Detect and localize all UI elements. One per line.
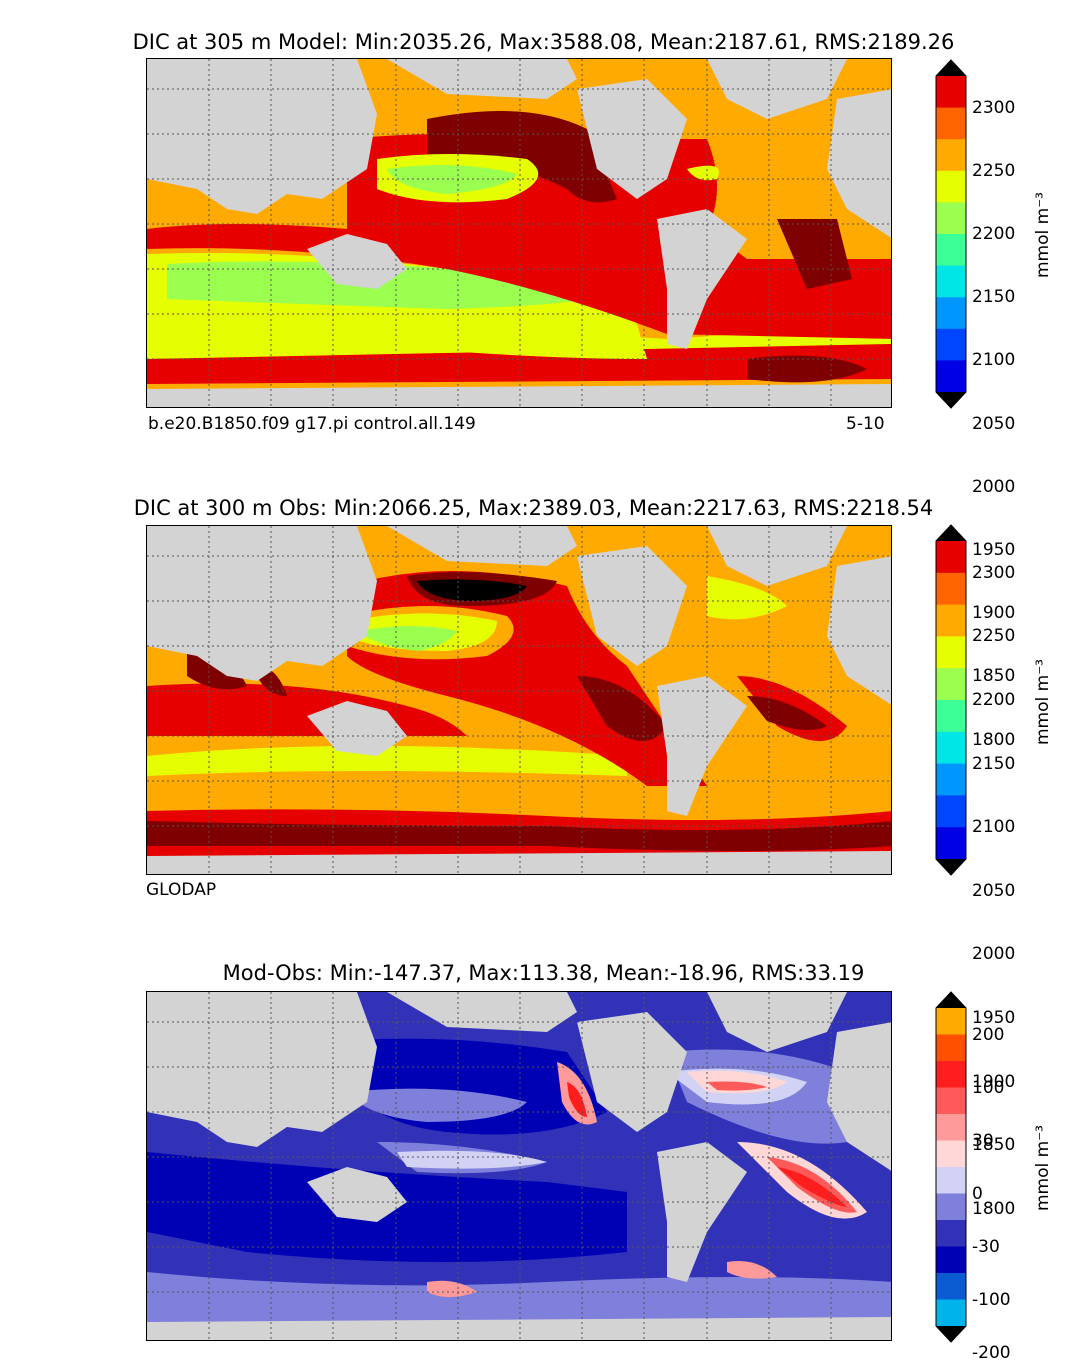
diff-map-svg: [147, 992, 891, 1340]
colorbar-swatch: [936, 1034, 966, 1062]
colorbar-swatch: [936, 265, 966, 298]
colorbar-swatch: [936, 234, 966, 267]
colorbar-tick-label: 2000: [972, 476, 1016, 497]
diff-colorbar: [935, 991, 967, 1343]
colorbar-tick-label: 2100: [972, 350, 1016, 371]
obs-source-label: GLODAP: [146, 880, 217, 900]
colorbar-swatch: [936, 668, 966, 701]
colorbar-swatch: [936, 1193, 966, 1221]
colorbar-extend-max: [936, 60, 966, 76]
diff-panel-title: Mod-Obs: Min:-147.37, Max:113.38, Mean:-…: [222, 961, 865, 985]
model-colorbar: [935, 59, 967, 409]
colorbar-tick-label: 2150: [972, 753, 1016, 774]
colorbar-swatch: [936, 297, 966, 330]
colorbar-tick-label: 30: [972, 1130, 994, 1151]
colorbar-swatch: [936, 76, 966, 109]
colorbar-tick-label: 2250: [972, 160, 1016, 181]
colorbar-swatch: [936, 202, 966, 235]
colorbar-tick-label: 2000: [972, 944, 1016, 965]
obs-map: [146, 525, 892, 875]
obs-panel-title: DIC at 300 m Obs: Min:2066.25, Max:2389.…: [133, 496, 934, 520]
colorbar-swatch: [936, 1273, 966, 1300]
colorbar-tick-label: 0: [972, 1183, 983, 1204]
colorbar-swatch: [936, 1114, 966, 1141]
colorbar-tick-label: 1950: [972, 1008, 1016, 1028]
colorbar-swatch: [936, 328, 966, 361]
colorbar-tick-label: -200: [972, 1342, 1011, 1363]
colorbar-tick-label: 1900: [972, 603, 1016, 624]
colorbar-swatch: [936, 139, 966, 172]
diff-colorbar-svg: [935, 991, 967, 1343]
colorbar-swatch: [936, 541, 966, 574]
colorbar-tick-label: 2050: [972, 413, 1016, 434]
colorbar-tick-label: 2300: [972, 97, 1016, 118]
colorbar-swatch: [936, 170, 966, 203]
model-map: [146, 58, 892, 408]
colorbar-swatch: [936, 1167, 966, 1194]
colorbar-extend-min: [936, 392, 966, 408]
diff-map: [146, 991, 892, 1341]
colorbar-swatch: [936, 604, 966, 637]
colorbar-tick-label: 200: [972, 1024, 1005, 1045]
colorbar-tick-label: 2250: [972, 626, 1016, 647]
colorbar-extend-max: [936, 992, 966, 1008]
colorbar-tick-label: 2300: [972, 562, 1016, 583]
colorbar-tick-label: 2050: [972, 880, 1016, 901]
colorbar-swatch: [936, 1246, 966, 1274]
colorbar-swatch: [936, 572, 966, 606]
colorbar-extend-min: [936, 859, 966, 875]
colorbar-tick-label: 1900: [972, 1071, 1016, 1092]
colorbar-swatch: [936, 1087, 966, 1115]
model-colorbar-unit: mmol m⁻³: [1033, 192, 1053, 278]
colorbar-swatch: [936, 636, 966, 669]
colorbar-swatch: [936, 827, 966, 860]
colorbar-tick-label: 2200: [972, 224, 1016, 244]
colorbar-swatch: [936, 1140, 966, 1168]
colorbar-tick-label: 2200: [972, 690, 1016, 710]
colorbar-tick-label: 1800: [972, 729, 1016, 750]
colorbar-swatch: [936, 360, 966, 393]
colorbar-tick-label: 1950: [972, 540, 1016, 560]
colorbar-swatch: [936, 1220, 966, 1247]
diff-colorbar-unit: mmol m⁻³: [1033, 1125, 1053, 1211]
colorbar-tick-label: 1850: [972, 666, 1016, 687]
colorbar-extend-max: [936, 525, 966, 541]
colorbar-tick-label: 1850: [972, 1135, 1016, 1156]
colorbar-tick-label: -100: [972, 1289, 1011, 1310]
colorbar-swatch: [936, 107, 966, 140]
colorbar-swatch: [936, 1061, 966, 1088]
obs-colorbar-svg: [935, 524, 967, 876]
colorbar-swatch: [936, 1299, 966, 1327]
obs-colorbar: [935, 524, 967, 876]
colorbar-tick-label: 2150: [972, 287, 1016, 308]
obs-colorbar-unit: mmol m⁻³: [1033, 659, 1053, 745]
colorbar-swatch: [936, 700, 966, 733]
colorbar-swatch: [936, 731, 966, 765]
model-colorbar-svg: [935, 59, 967, 409]
colorbar-swatch: [936, 795, 966, 828]
colorbar-tick-label: 100: [972, 1077, 1005, 1098]
colorbar-tick-label: 2100: [972, 817, 1016, 838]
colorbar-tick-label: -30: [972, 1236, 1000, 1257]
colorbar-swatch: [936, 763, 966, 796]
colorbar-extend-min: [936, 1326, 966, 1342]
colorbar-tick-label: 1800: [972, 1198, 1016, 1219]
model-year-range: 5-10: [846, 414, 885, 434]
model-run-label: b.e20.B1850.f09 g17.pi control.all.149: [148, 414, 476, 434]
colorbar-swatch: [936, 1008, 966, 1035]
model-panel-title: DIC at 305 m Model: Min:2035.26, Max:358…: [132, 30, 955, 54]
model-map-svg: [147, 59, 891, 407]
obs-map-svg: [147, 526, 891, 874]
